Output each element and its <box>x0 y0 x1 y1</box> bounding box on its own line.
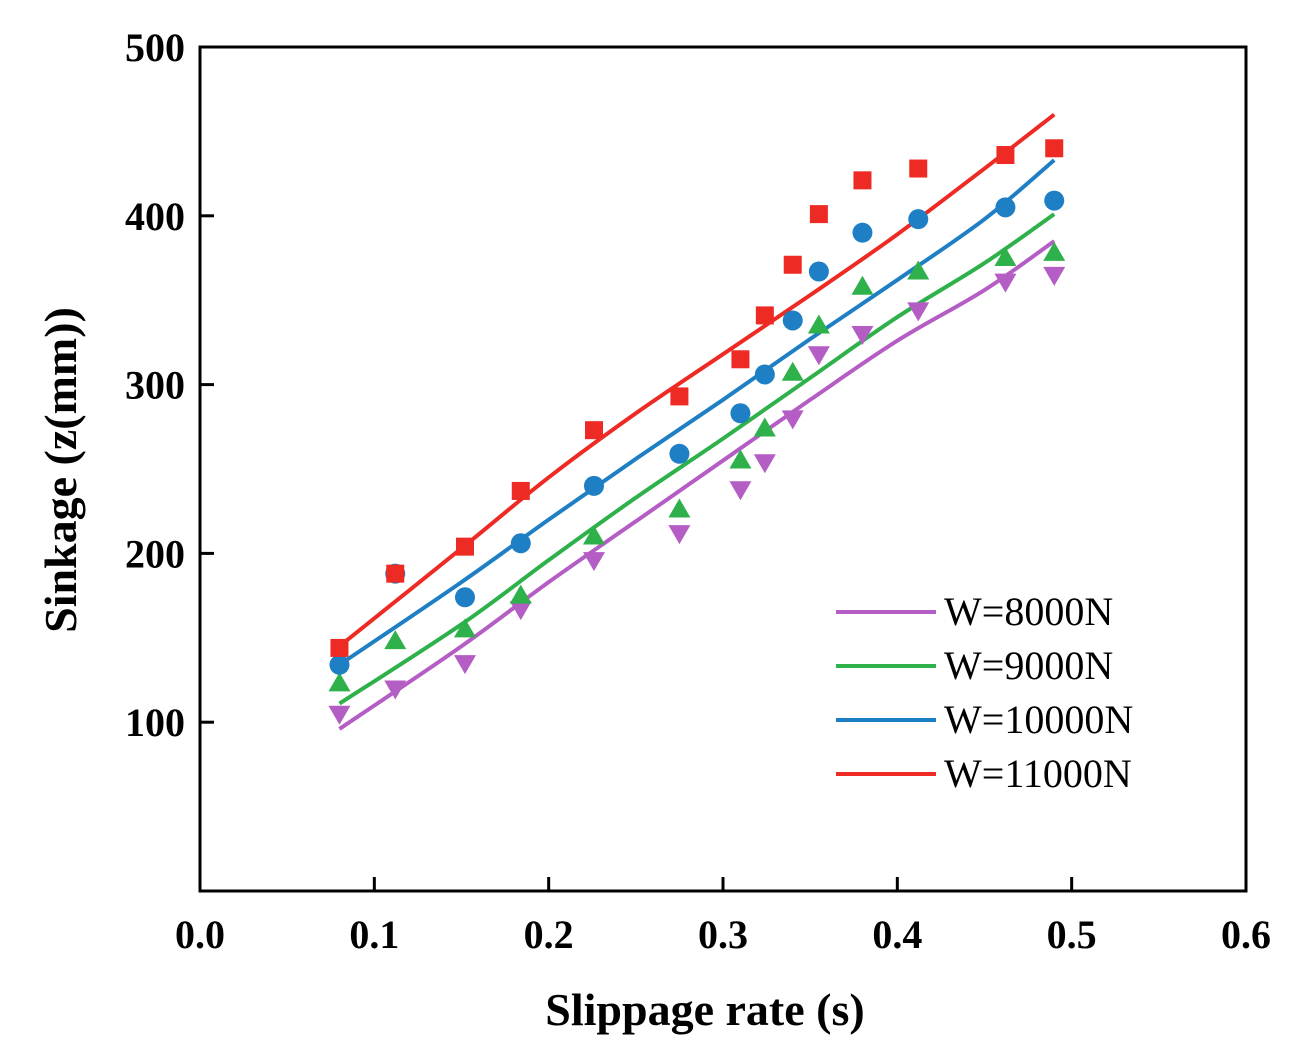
data-point-w-8000n <box>907 302 930 322</box>
data-point-w-10000n <box>808 261 829 282</box>
data-point-w-8000n <box>509 601 532 621</box>
data-point-w-10000n <box>669 443 690 464</box>
data-point-w-10000n <box>510 533 531 554</box>
fit-line-w-10000n <box>338 158 1056 667</box>
data-point-w-9000n <box>907 260 930 280</box>
data-point-w-11000n <box>670 387 689 406</box>
data-point-w-10000n <box>782 310 803 331</box>
data-point-w-10000n <box>730 403 751 424</box>
data-point-w-9000n <box>753 417 776 437</box>
data-point-w-8000n <box>729 481 752 501</box>
data-point-w-10000n <box>754 364 775 385</box>
legend-label-w-11000n: W=11000N <box>944 751 1132 796</box>
data-point-w-8000n <box>582 552 605 572</box>
x-tick-label: 0.2 <box>524 912 574 957</box>
data-point-w-11000n <box>330 638 349 657</box>
data-point-w-11000n <box>386 564 405 583</box>
x-tick-label: 0.0 <box>175 912 225 957</box>
data-point-w-10000n <box>852 222 873 243</box>
data-point-w-8000n <box>807 346 830 366</box>
data-point-w-8000n <box>453 655 476 675</box>
data-point-w-8000n <box>753 454 776 474</box>
y-tick-label: 100 <box>125 700 185 745</box>
y-tick-label: 200 <box>125 531 185 576</box>
data-markers <box>328 139 1066 725</box>
data-point-w-11000n <box>755 306 774 325</box>
y-axis-ticks: 100 200 300 400 500 <box>125 25 214 745</box>
data-point-w-8000n <box>851 325 874 345</box>
data-point-w-8000n <box>668 525 691 545</box>
data-point-w-10000n <box>329 654 350 675</box>
y-axis-label: Sinkage (z(mm)) <box>35 307 86 633</box>
y-tick-label: 400 <box>125 194 185 239</box>
fit-line-w-11000n <box>338 112 1056 648</box>
data-point-w-11000n <box>584 421 603 440</box>
y-tick-label: 300 <box>125 363 185 408</box>
data-point-w-9000n <box>453 618 476 638</box>
data-point-w-11000n <box>1045 139 1064 158</box>
data-point-w-10000n <box>995 197 1016 218</box>
data-point-w-9000n <box>729 449 752 469</box>
data-point-w-10000n <box>454 587 475 608</box>
data-point-w-9000n <box>781 361 804 381</box>
data-point-w-9000n <box>582 525 605 545</box>
x-tick-label: 0.1 <box>349 912 399 957</box>
legend-label-w-9000n: W=9000N <box>944 643 1113 688</box>
data-point-w-11000n <box>731 350 750 369</box>
y-tick-label: 500 <box>125 25 185 70</box>
x-tick-label: 0.3 <box>698 912 748 957</box>
data-point-w-10000n <box>583 475 604 496</box>
x-axis-label: Slippage rate (s) <box>545 984 864 1035</box>
data-point-w-8000n <box>384 680 407 700</box>
data-point-w-8000n <box>781 410 804 430</box>
data-point-w-9000n <box>328 672 351 692</box>
data-point-w-11000n <box>511 481 530 500</box>
data-point-w-10000n <box>908 209 929 230</box>
data-point-w-10000n <box>1044 190 1065 211</box>
data-point-w-9000n <box>994 247 1017 266</box>
data-point-w-9000n <box>509 584 532 604</box>
data-point-w-9000n <box>668 498 691 518</box>
data-point-w-8000n <box>1043 266 1066 286</box>
data-point-w-11000n <box>909 159 928 178</box>
data-point-w-8000n <box>328 705 351 725</box>
x-axis-ticks: 0.0 0.1 0.2 0.3 0.4 0.5 0.6 <box>175 877 1271 957</box>
data-point-w-9000n <box>851 275 874 295</box>
data-point-w-9000n <box>384 630 407 650</box>
data-point-w-9000n <box>807 314 830 334</box>
x-tick-label: 0.6 <box>1221 912 1271 957</box>
data-point-w-9000n <box>1043 241 1066 261</box>
data-point-w-11000n <box>996 146 1015 165</box>
data-point-w-8000n <box>994 273 1017 293</box>
legend-label-w-8000n: W=8000N <box>944 589 1113 634</box>
data-point-w-11000n <box>853 171 872 190</box>
data-point-w-11000n <box>455 537 474 556</box>
legend: W=8000N W=9000N W=10000N W=11000N <box>836 589 1133 796</box>
x-tick-label: 0.4 <box>872 912 922 957</box>
fit-lines <box>338 112 1056 731</box>
data-point-w-11000n <box>783 255 802 274</box>
legend-label-w-10000n: W=10000N <box>944 697 1133 742</box>
fit-line-w-9000n <box>338 212 1056 706</box>
data-point-w-11000n <box>809 205 828 224</box>
x-tick-label: 0.5 <box>1047 912 1097 957</box>
